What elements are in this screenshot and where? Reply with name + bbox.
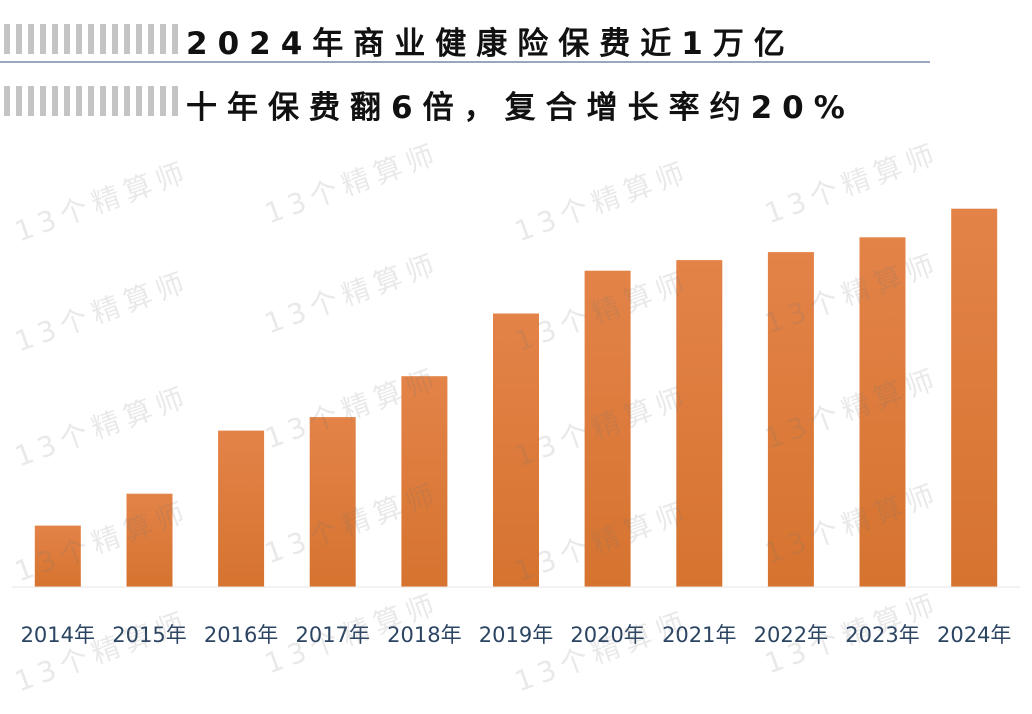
x-tick-label: 2014年 <box>21 623 95 647</box>
chart-title: 2024年商业健康险保费近1万亿 <box>186 26 795 62</box>
bar-2022年 <box>767 252 814 587</box>
bar-2023年 <box>859 237 906 588</box>
bar-2014年 <box>34 525 81 587</box>
bar-2021年 <box>676 260 723 587</box>
x-tick-label: 2017年 <box>295 623 369 647</box>
bar-2020年 <box>584 270 631 587</box>
x-tick-label: 2021年 <box>662 623 736 647</box>
bar-2019年 <box>493 313 539 587</box>
bars-group <box>34 208 998 588</box>
x-tick-label: 2022年 <box>754 623 828 647</box>
bar-2018年 <box>401 376 448 587</box>
chart-subtitle: 十年保费翻6倍，复合增长率约20% <box>186 90 855 126</box>
title-divider <box>0 61 930 63</box>
title-ghost-left <box>4 24 184 54</box>
subtitle-ghost-left <box>4 86 184 116</box>
x-tick-label: 2020年 <box>570 623 644 647</box>
x-tick-label: 2024年 <box>937 623 1011 647</box>
bar-2016年 <box>218 430 265 587</box>
x-tick-label: 2015年 <box>112 623 186 647</box>
bar-2017年 <box>309 417 356 587</box>
x-tick-label: 2019年 <box>479 623 553 647</box>
x-tick-label: 2023年 <box>845 623 919 647</box>
x-tick-label: 2016年 <box>204 623 278 647</box>
x-tick-label: 2018年 <box>387 623 461 647</box>
bar-2024年 <box>951 208 998 587</box>
x-tick-labels: 2014年 2015年 2016年 2017年 2018年 2019年 2020年 2021年… <box>21 623 1012 647</box>
bar-2015年 <box>126 493 173 587</box>
